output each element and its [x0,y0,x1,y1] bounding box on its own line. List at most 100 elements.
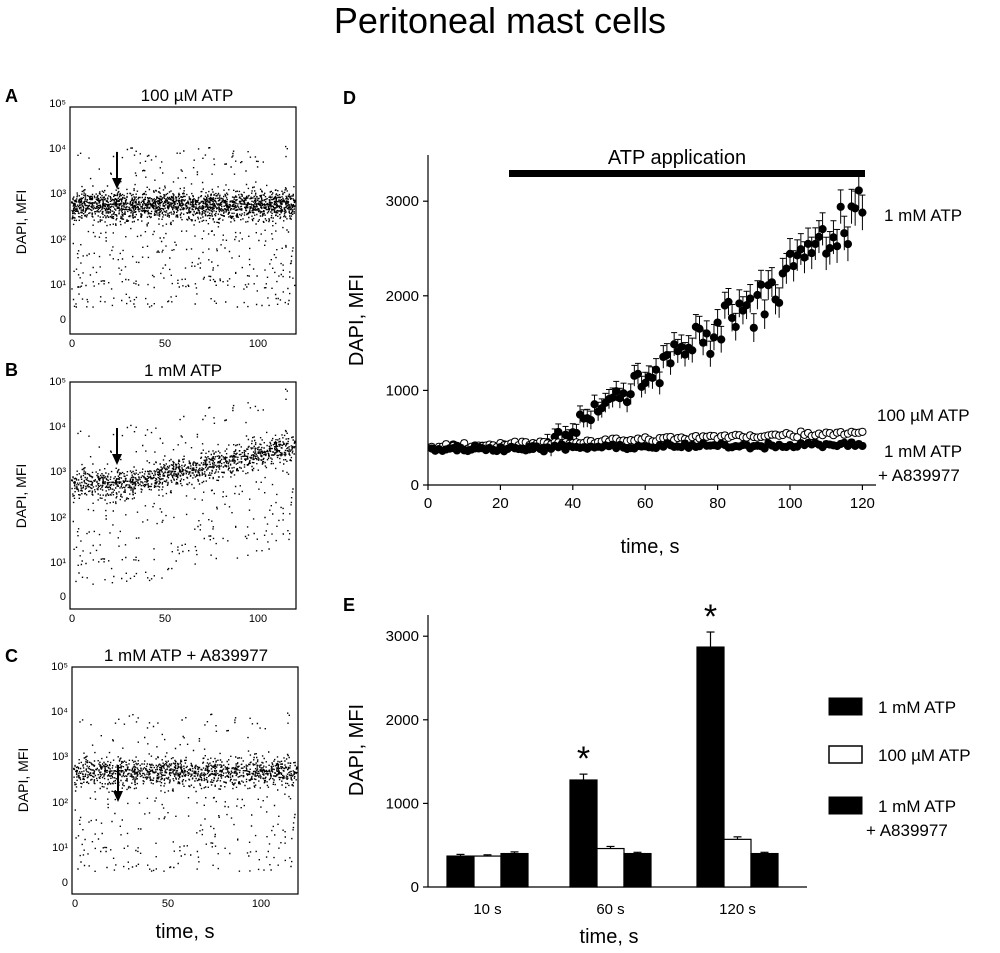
data-point [804,239,813,249]
legend-swatch-100um-atp [828,745,863,764]
series-label-1mm-atp-a839977: 1 mM ATP [884,442,962,461]
data-point [756,280,766,289]
panel-e-ticks: 0 1000 2000 3000 [386,628,428,896]
data-point [793,433,802,442]
x-tick-label: 60 [637,495,654,512]
data-point [825,243,834,253]
bar [750,852,779,888]
series-label-a839977: + A839977 [878,466,960,485]
legend-label-a839977: + A839977 [866,821,948,840]
legend-label-1mm-atp: 1 mM ATP [878,698,956,717]
data-point [695,324,704,333]
y-tick-label: 2000 [386,288,419,305]
panel-d-ticks: 0 20 40 60 80 100 120 0 1000 2000 3000 [386,193,875,512]
panel-c-ytick: 10³ [52,751,68,763]
y-tick-label: 3000 [386,193,419,210]
data-point [670,340,679,349]
x-tick-label: 40 [564,495,581,512]
panel-a-ytick: 10¹ [50,279,66,291]
panel-a-label: A [5,86,18,106]
x-tick-label: 80 [709,495,726,512]
panel-b-title: 1 mM ATP [144,361,222,380]
panel-e-xlabel: time, s [580,926,639,948]
data-point [789,262,798,271]
legend-label-1mm-atp-a839977: 1 mM ATP [878,797,956,816]
panel-d-ylabel: DAPI, MFI [346,274,368,366]
data-point [709,333,719,342]
panel-b-ytick: 10⁵ [49,376,66,388]
data-point [829,233,838,242]
series-label-100um-atp: 100 µM ATP [877,406,970,425]
data-point [749,323,758,332]
series-1mm-atp-a839977 [427,438,867,456]
data-point [731,322,740,332]
panel-b-ylabel: DAPI, MFI [13,464,29,529]
data-point [735,299,744,308]
y-tick-label: 2000 [386,712,419,729]
data-point [699,338,708,347]
panel-c-xtick: 100 [252,898,270,910]
event-dots [71,388,296,585]
panel-c-dots [73,712,298,872]
data-point [800,253,809,262]
data-point [814,232,824,241]
panel-e-legend: 1 mM ATP 100 µM ATP 1 mM ATP + A839977 [828,697,971,840]
panel-c-xlabel: time, s [156,921,215,943]
data-point [753,290,762,300]
panel-a-dots [71,145,296,308]
data-point [858,441,867,451]
panel-b-xtick: 0 [69,613,75,625]
panel-a-xtick: 100 [249,338,267,350]
panel-c-ytick: 10⁴ [51,706,68,718]
data-point [811,239,820,249]
data-point [706,349,715,359]
bar [473,855,502,888]
panel-c-ytick: 0 [62,877,68,889]
panel-c-ytick: 10⁵ [51,661,68,673]
panel-c-xtick: 0 [72,898,78,910]
data-point [785,249,795,258]
event-dots [73,712,298,872]
data-point [651,365,661,374]
data-point [623,398,632,407]
panel-e-label: E [343,595,355,615]
panel-c-ytick: 10¹ [52,842,68,854]
data-point [724,297,733,306]
legend-swatch-1mm-atp [828,697,863,716]
bar [623,852,652,888]
panel-b-xtick: 100 [249,613,267,625]
x-tick-label: 120 [850,495,875,512]
y-tick-label: 0 [411,477,419,494]
data-point [702,329,711,338]
panel-a-ytick: 10⁵ [49,98,66,110]
data-point [608,393,617,402]
y-tick-label: 1000 [386,795,419,812]
data-point [648,373,657,382]
panel-b-ytick: 10³ [50,466,66,478]
panel-d: D ATP application 0 20 40 60 80 100 120 0 1000 20… [343,88,970,558]
panel-b-frame [69,381,297,610]
panel-a-ylabel: DAPI, MFI [13,190,29,255]
data-point [713,318,722,327]
data-point [619,389,628,398]
panel-d-series [427,172,867,457]
data-point [677,342,686,351]
event-dots [71,145,296,308]
bar [500,852,529,888]
atp-application-label: ATP application [608,147,746,169]
data-point [836,202,845,211]
panel-b-ytick: 10⁴ [49,421,66,433]
panel-b-label: B [5,360,18,380]
panel-a-arrow [112,152,122,189]
data-point [832,242,842,251]
data-point [590,400,599,409]
panel-a-title: 100 µM ATP [141,86,234,105]
panel-a-ytick: 10² [50,234,66,246]
bar [446,855,475,888]
y-tick-label: 1000 [386,382,419,399]
panel-b-dots [71,388,296,585]
figure-title: Peritoneal mast cells [334,0,666,41]
legend-label-100um-atp: 100 µM ATP [878,746,971,765]
panel-a-xtick: 0 [69,338,75,350]
category-label: 60 s [596,901,624,918]
